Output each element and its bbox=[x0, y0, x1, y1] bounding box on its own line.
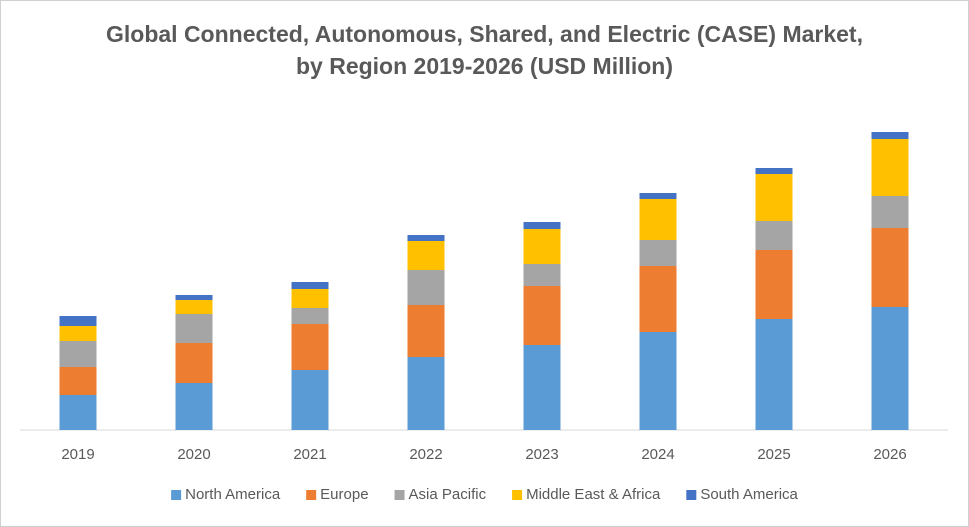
bar-segment bbox=[291, 289, 329, 308]
bar-segment bbox=[175, 383, 213, 430]
x-tick-label: 2026 bbox=[873, 446, 906, 463]
bar-segment bbox=[291, 324, 329, 370]
bar-segment bbox=[523, 264, 561, 286]
legend-label: Middle East & Africa bbox=[526, 486, 661, 503]
bar-segment bbox=[755, 221, 793, 250]
bar-segment bbox=[871, 139, 909, 196]
chart-title: Global Connected, Autonomous, Shared, an… bbox=[106, 21, 863, 79]
x-tick-label: 2021 bbox=[293, 446, 326, 463]
x-tick-label: 2022 bbox=[409, 446, 442, 463]
bar-segment bbox=[871, 196, 909, 228]
bar-segment bbox=[175, 343, 213, 383]
x-tick-label: 2025 bbox=[757, 446, 790, 463]
bar-segment bbox=[755, 250, 793, 319]
bar-segment bbox=[407, 235, 445, 241]
legend-label: South America bbox=[700, 486, 798, 503]
bar-segment bbox=[755, 168, 793, 174]
legend-swatch bbox=[686, 490, 697, 500]
bar-segment bbox=[59, 367, 97, 395]
x-tick-label: 2019 bbox=[61, 446, 94, 463]
bar-segment bbox=[755, 174, 793, 221]
legend-swatch bbox=[394, 490, 405, 500]
bar-segment bbox=[639, 332, 677, 430]
legend-swatch bbox=[171, 490, 182, 500]
bar-segment bbox=[639, 266, 677, 332]
bar-segment bbox=[291, 308, 329, 324]
legend-swatch bbox=[512, 490, 523, 500]
legend-swatch bbox=[306, 490, 317, 500]
bar-segment bbox=[407, 270, 445, 305]
bar-segment bbox=[639, 193, 677, 199]
bar-segment bbox=[523, 222, 561, 229]
bar-segment bbox=[639, 199, 677, 240]
x-tick-label: 2024 bbox=[641, 446, 674, 463]
legend-label: Europe bbox=[320, 486, 368, 503]
bar-segment bbox=[59, 341, 97, 367]
bar-segment bbox=[407, 357, 445, 430]
bar-segment bbox=[175, 300, 213, 314]
bar-segment bbox=[523, 345, 561, 430]
bar-segment bbox=[871, 307, 909, 430]
title-box: Global Connected, Autonomous, Shared, an… bbox=[0, 18, 969, 82]
bar-segment bbox=[175, 314, 213, 343]
bar-segment bbox=[59, 326, 97, 341]
bar-segment bbox=[871, 132, 909, 139]
bar-segment bbox=[871, 228, 909, 307]
bar-segment bbox=[523, 286, 561, 345]
bar-segment bbox=[59, 316, 97, 326]
bar-segment bbox=[59, 395, 97, 430]
bar-segment bbox=[407, 241, 445, 270]
bar-segment bbox=[523, 229, 561, 264]
bar-segment bbox=[175, 295, 213, 300]
bar-segment bbox=[291, 370, 329, 430]
bar-segment bbox=[291, 282, 329, 289]
bar-segment bbox=[755, 319, 793, 430]
x-tick-label: 2023 bbox=[525, 446, 558, 463]
bar-segment bbox=[407, 305, 445, 357]
x-tick-label: 2020 bbox=[177, 446, 210, 463]
bar-segment bbox=[639, 240, 677, 266]
legend-label: Asia Pacific bbox=[409, 486, 487, 503]
legend-label: North America bbox=[185, 486, 281, 503]
